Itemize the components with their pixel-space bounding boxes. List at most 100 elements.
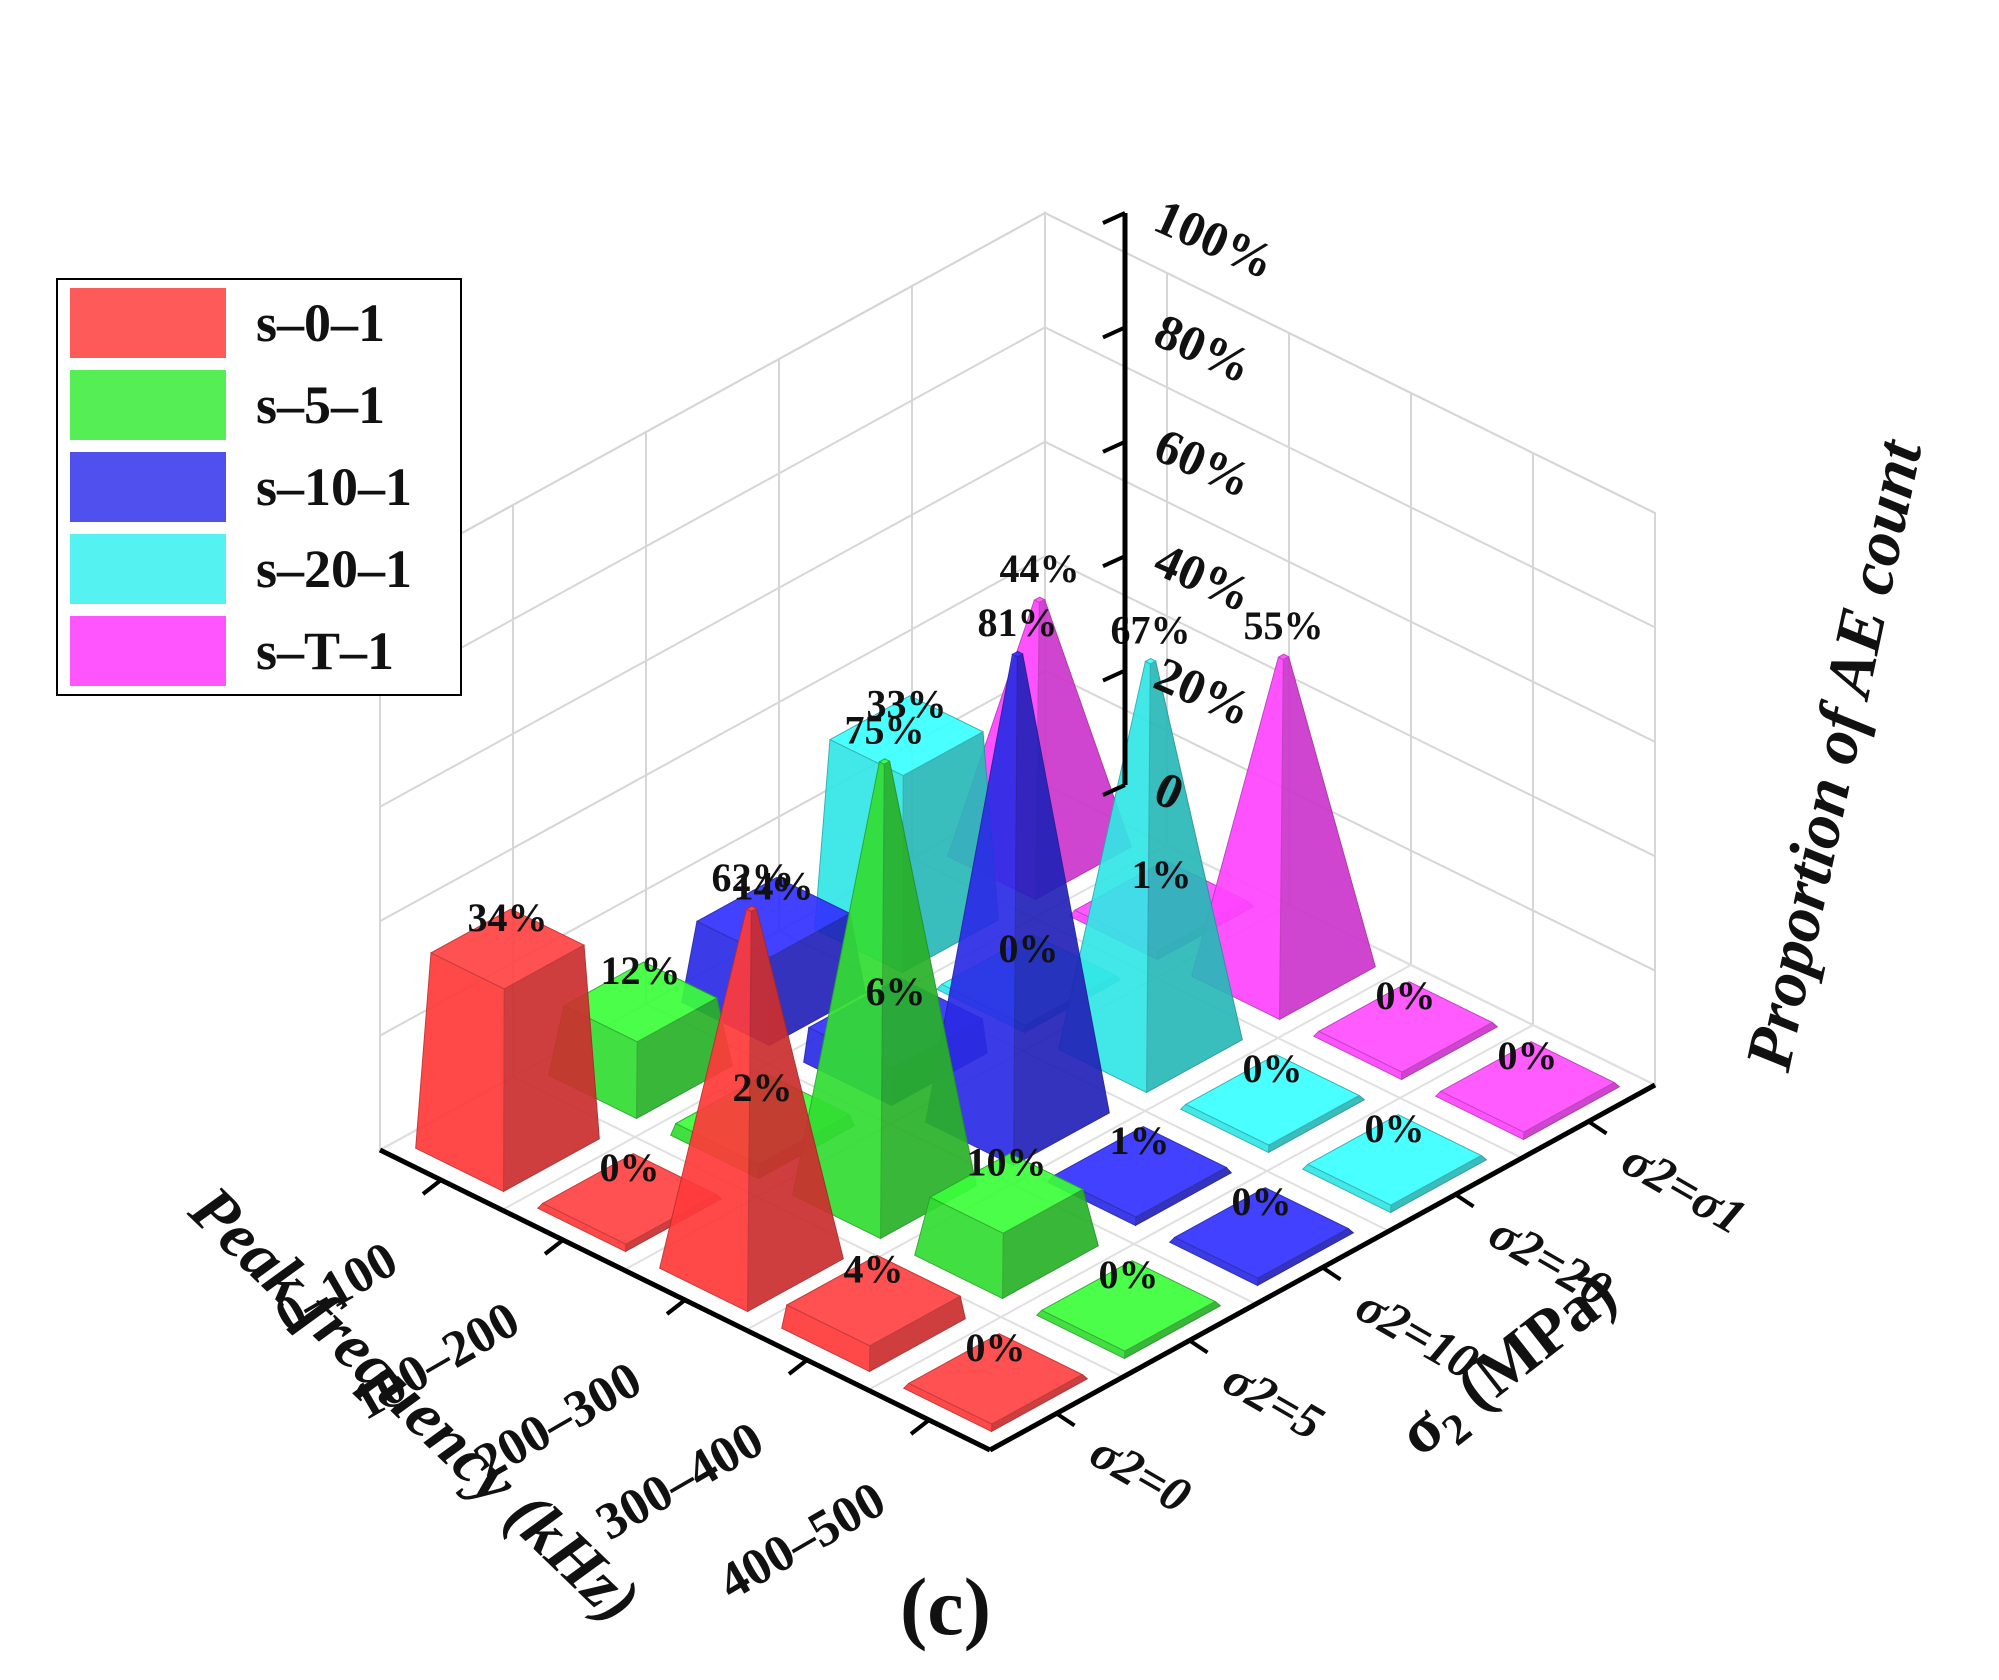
z-tick bbox=[1102, 668, 1126, 683]
frequency-tick bbox=[421, 1178, 443, 1196]
bar-top bbox=[1011, 650, 1024, 658]
gridline bbox=[379, 440, 1046, 808]
frequency-tick bbox=[909, 1418, 931, 1436]
z-tick bbox=[1102, 439, 1126, 454]
bar-top bbox=[785, 1254, 962, 1347]
z-tick bbox=[1102, 325, 1126, 340]
legend-swatch bbox=[70, 370, 226, 440]
frequency-tick-label: 400–500 bbox=[709, 1471, 895, 1611]
bar-top bbox=[1173, 1187, 1350, 1279]
bar-s–5–1-400–500 bbox=[1035, 1260, 1222, 1360]
gridline bbox=[379, 212, 1046, 579]
bar-value-label: 0% bbox=[1232, 1179, 1292, 1224]
z-axis-title: Proportion of AE count bbox=[1731, 433, 1936, 1078]
legend-item: s–5–1 bbox=[70, 370, 450, 442]
bar-top bbox=[907, 1333, 1084, 1425]
gridline bbox=[1044, 212, 1656, 514]
bar-s–20–1-300–400 bbox=[1179, 1054, 1366, 1154]
stress-tick bbox=[1055, 1411, 1076, 1428]
stress-tick-label: σ2=0 bbox=[1081, 1423, 1200, 1524]
bar-value-label: 10% bbox=[967, 1139, 1047, 1184]
bar-top bbox=[878, 758, 891, 765]
bar-top bbox=[1439, 1041, 1616, 1133]
z-tick bbox=[1102, 783, 1126, 797]
bar-s–10–1-200–300 bbox=[925, 650, 1110, 1167]
bar-value-label: 0% bbox=[1376, 973, 1436, 1018]
legend-item: s–T–1 bbox=[70, 616, 450, 688]
bar-value-label: 0% bbox=[1498, 1033, 1558, 1078]
legend-label: s–T–1 bbox=[256, 621, 395, 681]
bar-value-label: 2% bbox=[733, 1065, 793, 1110]
bar-value-label: 12% bbox=[601, 948, 681, 993]
z-tick bbox=[1102, 211, 1126, 225]
bar-top bbox=[1277, 653, 1290, 661]
legend-label: s–0–1 bbox=[256, 293, 386, 353]
gridline bbox=[867, 1024, 1534, 1391]
bar-value-label: 75% bbox=[845, 708, 925, 753]
bar-value-label: 0% bbox=[966, 1325, 1026, 1370]
legend-label: s–5–1 bbox=[256, 375, 386, 435]
bar-s–5–1-300–400 bbox=[914, 1152, 1099, 1300]
bar-s–T–1-300–400 bbox=[1312, 981, 1499, 1081]
bar-s–10–1-400–500 bbox=[1168, 1187, 1355, 1287]
bar-top bbox=[1040, 1260, 1217, 1352]
legend-swatch bbox=[70, 616, 226, 686]
bar-value-label: 6% bbox=[866, 969, 926, 1014]
stress-tick-label: σ2=5 bbox=[1214, 1350, 1333, 1451]
z-tick bbox=[1102, 554, 1126, 569]
bar-top bbox=[1184, 1054, 1361, 1146]
bar-s–5–1-200–300 bbox=[792, 758, 977, 1240]
bar-value-label: 34% bbox=[468, 895, 548, 940]
bar-value-label: 14% bbox=[734, 863, 814, 908]
frequency-tick-label: 300–400 bbox=[587, 1411, 773, 1551]
bar-value-label: 1% bbox=[1110, 1118, 1170, 1163]
bar-s–20–1-400–500 bbox=[1301, 1114, 1488, 1214]
bar-value-label: 0% bbox=[1099, 1252, 1159, 1297]
bar-value-label: 55% bbox=[1244, 603, 1324, 648]
gridline bbox=[379, 555, 1046, 923]
bar-top bbox=[1306, 1114, 1483, 1206]
gridline bbox=[1044, 555, 1656, 858]
gridline bbox=[379, 326, 1046, 694]
bar-value-label: 33% bbox=[867, 682, 947, 727]
bar-top bbox=[562, 961, 719, 1043]
bar-top bbox=[1317, 981, 1494, 1073]
frequency-tick bbox=[543, 1238, 565, 1256]
stress-tick bbox=[1188, 1338, 1209, 1355]
legend: s–0–1 s–5–1 s–10–1 s–20–1 s–T–1 bbox=[56, 278, 462, 696]
legend-label: s–10–1 bbox=[256, 457, 413, 517]
bar-s–T–1-400–500 bbox=[1434, 1041, 1621, 1141]
legend-item: s–20–1 bbox=[70, 534, 450, 606]
legend-swatch bbox=[70, 288, 226, 358]
bar-value-label: 0% bbox=[1243, 1046, 1303, 1091]
stress-tick bbox=[1321, 1265, 1342, 1282]
bar-s–0–1-0–100 bbox=[415, 908, 600, 1193]
legend-item: s–0–1 bbox=[70, 288, 450, 360]
legend-swatch bbox=[70, 534, 226, 604]
bar-value-label: 1% bbox=[1132, 852, 1192, 897]
stress-tick bbox=[1454, 1192, 1475, 1209]
bar-value-label: 62% bbox=[712, 855, 792, 900]
bar-value-label: 81% bbox=[978, 600, 1058, 645]
legend-swatch bbox=[70, 452, 226, 522]
gridline bbox=[1044, 440, 1656, 743]
panel-label: (c) bbox=[900, 1561, 992, 1652]
bar-value-label: 0% bbox=[600, 1145, 660, 1190]
legend-label: s–20–1 bbox=[256, 539, 413, 599]
chart-bar-labels: 44%1%33%55%0%14%0%67%6%12%0%0%81%2%34%0%… bbox=[468, 546, 1558, 1370]
bar-value-label: 0% bbox=[1365, 1106, 1425, 1151]
bar-value-label: 44% bbox=[1000, 546, 1080, 591]
bar-s–0–1-400–500 bbox=[902, 1333, 1089, 1433]
stress-tick bbox=[1587, 1119, 1608, 1136]
bar-top bbox=[1033, 596, 1046, 604]
legend-item: s–10–1 bbox=[70, 452, 450, 524]
bar-top bbox=[928, 1152, 1085, 1234]
bar-value-label: 4% bbox=[844, 1247, 904, 1292]
frequency-tick bbox=[665, 1298, 687, 1316]
bar-top bbox=[1144, 658, 1157, 665]
bar-s–0–1-200–300 bbox=[659, 905, 844, 1313]
bar-top bbox=[745, 905, 758, 913]
frequency-tick bbox=[787, 1358, 809, 1376]
